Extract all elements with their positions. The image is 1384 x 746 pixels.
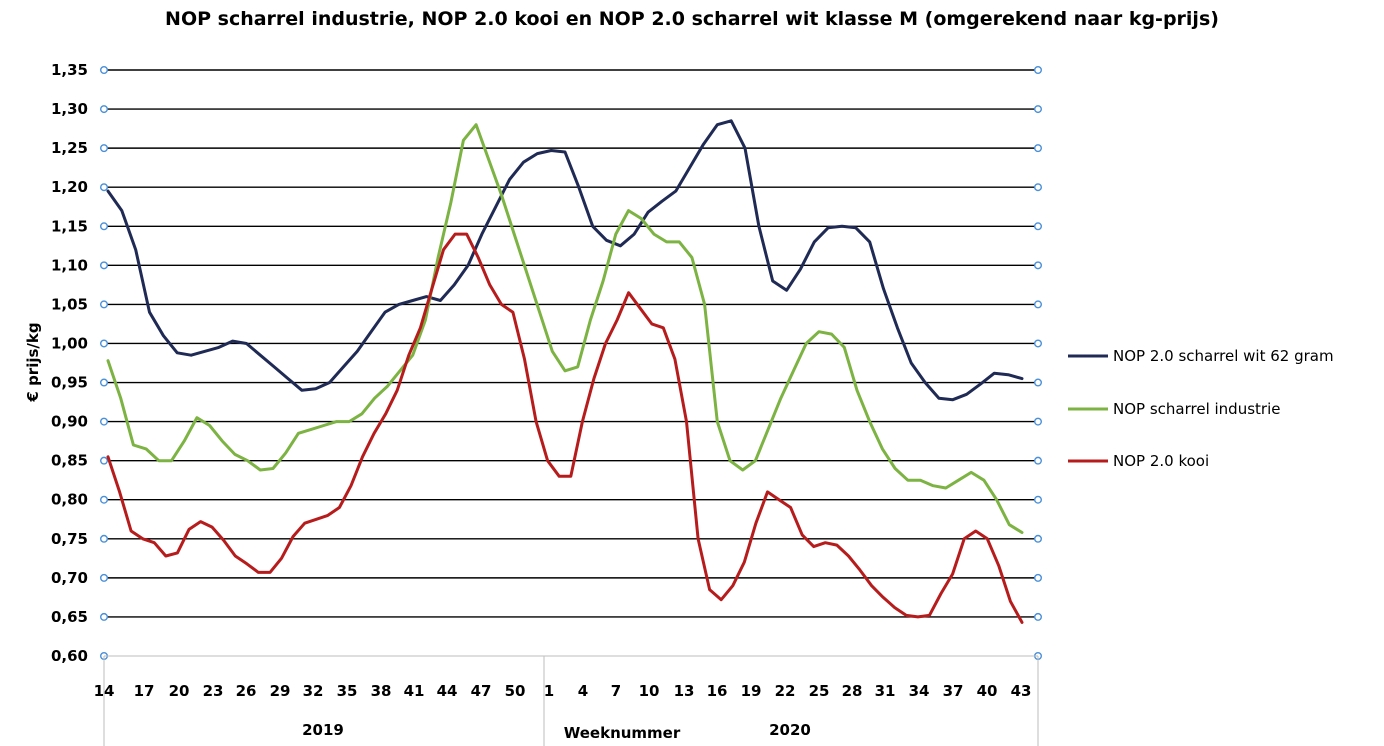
- year-label-2020: 2020: [769, 721, 811, 739]
- grid-marker: [1033, 105, 1042, 114]
- grid-marker: [1033, 495, 1042, 504]
- y-axis-ticks: 1,35 1,30 1,25 1,20 1,15 1,10 1,05 1,00 0,95 0,90…: [51, 61, 88, 665]
- series-line-2: [106, 123, 1024, 534]
- grid-marker: [99, 456, 108, 465]
- x-tick-label: 29: [270, 682, 291, 700]
- x-tick-label: 32: [303, 682, 324, 700]
- y-tick-label: 1,25: [51, 139, 88, 157]
- y-tick-label: 1,20: [51, 178, 88, 196]
- x-tick-label: 47: [471, 682, 492, 700]
- grid-marker: [99, 495, 108, 504]
- legend: NOP 2.0 scharrel wit 62 gram NOP scharrel…: [1068, 347, 1334, 470]
- x-tick-label: 44: [437, 682, 458, 700]
- year-label-2019: 2019: [302, 721, 344, 739]
- x-tick-label: 35: [337, 682, 358, 700]
- x-tick-label: 31: [875, 682, 896, 700]
- grid-marker: [99, 378, 108, 387]
- x-tick-label: 19: [741, 682, 762, 700]
- y-tick-label: 0,65: [51, 608, 88, 626]
- series-lines: [106, 119, 1024, 624]
- x-tick-label: 7: [611, 682, 621, 700]
- x-tick-label: 41: [404, 682, 425, 700]
- grid-marker: [99, 417, 108, 426]
- chart-title: NOP scharrel industrie, NOP 2.0 kooi en …: [165, 8, 1219, 30]
- grid-marker: [1033, 534, 1042, 543]
- x-tick-label: 25: [809, 682, 830, 700]
- x-tick-label: 38: [371, 682, 392, 700]
- x-tick-label: 13: [674, 682, 695, 700]
- legend-label: NOP 2.0 kooi: [1113, 452, 1209, 470]
- x-tick-label: 10: [639, 682, 660, 700]
- x-tick-label: 28: [842, 682, 863, 700]
- grid-marker: [99, 222, 108, 231]
- grid-marker: [99, 573, 108, 582]
- x-tick-label: 20: [169, 682, 190, 700]
- x-tick-label: 4: [578, 682, 588, 700]
- x-tick-label: 16: [707, 682, 728, 700]
- y-tick-label: 0,90: [51, 413, 88, 431]
- x-tick-label: 43: [1011, 682, 1032, 700]
- grid-marker: [99, 105, 108, 114]
- series-line-1: [106, 119, 1024, 402]
- x-tick-label: 34: [909, 682, 930, 700]
- grid-marker: [1033, 417, 1042, 426]
- grid-marker: [99, 65, 108, 74]
- x-axis-label: Weeknummer: [564, 724, 681, 742]
- y-tick-label: 0,85: [51, 452, 88, 470]
- y-tick-label: 1,35: [51, 61, 88, 79]
- y-tick-label: 0,95: [51, 374, 88, 392]
- x-tick-label: 23: [203, 682, 224, 700]
- x-tick-label: 26: [236, 682, 257, 700]
- grid-marker: [99, 144, 108, 153]
- y-axis-label: € prijs/kg: [24, 322, 42, 402]
- x-tick-label: 17: [134, 682, 155, 700]
- y-tick-label: 0,60: [51, 647, 88, 665]
- grid-marker: [1033, 378, 1042, 387]
- y-tick-label: 1,00: [51, 334, 88, 352]
- grid-marker: [99, 534, 108, 543]
- grid-marker: [1033, 183, 1042, 192]
- y-tick-label: 1,10: [51, 256, 88, 274]
- grid-marker: [1033, 65, 1042, 74]
- grid-marker: [99, 300, 108, 309]
- grid-marker: [1033, 144, 1042, 153]
- axes: [103, 655, 1039, 746]
- y-tick-label: 0,75: [51, 530, 88, 548]
- grid-marker: [99, 612, 108, 621]
- x-axis-ticks: 14 17 20 23 26 29 32 35 38 41 44 47 50 1 4 7 10 13 16 19 22 2…: [94, 682, 1032, 700]
- grid-marker: [99, 261, 108, 270]
- grid-marker: [1033, 222, 1042, 231]
- grid-marker: [99, 339, 108, 348]
- y-tick-label: 1,05: [51, 295, 88, 313]
- grid-marker: [1033, 573, 1042, 582]
- x-tick-label: 40: [977, 682, 998, 700]
- grid-marker: [1033, 339, 1042, 348]
- x-tick-label: 37: [943, 682, 964, 700]
- grid-lines: [99, 65, 1042, 661]
- x-tick-label: 22: [775, 682, 796, 700]
- grid-marker: [1033, 300, 1042, 309]
- y-tick-label: 1,15: [51, 217, 88, 235]
- y-tick-label: 0,80: [51, 491, 88, 509]
- grid-marker: [1033, 612, 1042, 621]
- x-tick-label: 1: [544, 682, 554, 700]
- grid-marker: [99, 183, 108, 192]
- grid-marker: [1033, 456, 1042, 465]
- y-tick-label: 1,30: [51, 100, 88, 118]
- grid-marker: [1033, 261, 1042, 270]
- y-tick-label: 0,70: [51, 569, 88, 587]
- legend-label: NOP scharrel industrie: [1113, 400, 1280, 418]
- series-line-3: [106, 232, 1024, 624]
- x-tick-label: 50: [505, 682, 526, 700]
- legend-label: NOP 2.0 scharrel wit 62 gram: [1113, 347, 1334, 365]
